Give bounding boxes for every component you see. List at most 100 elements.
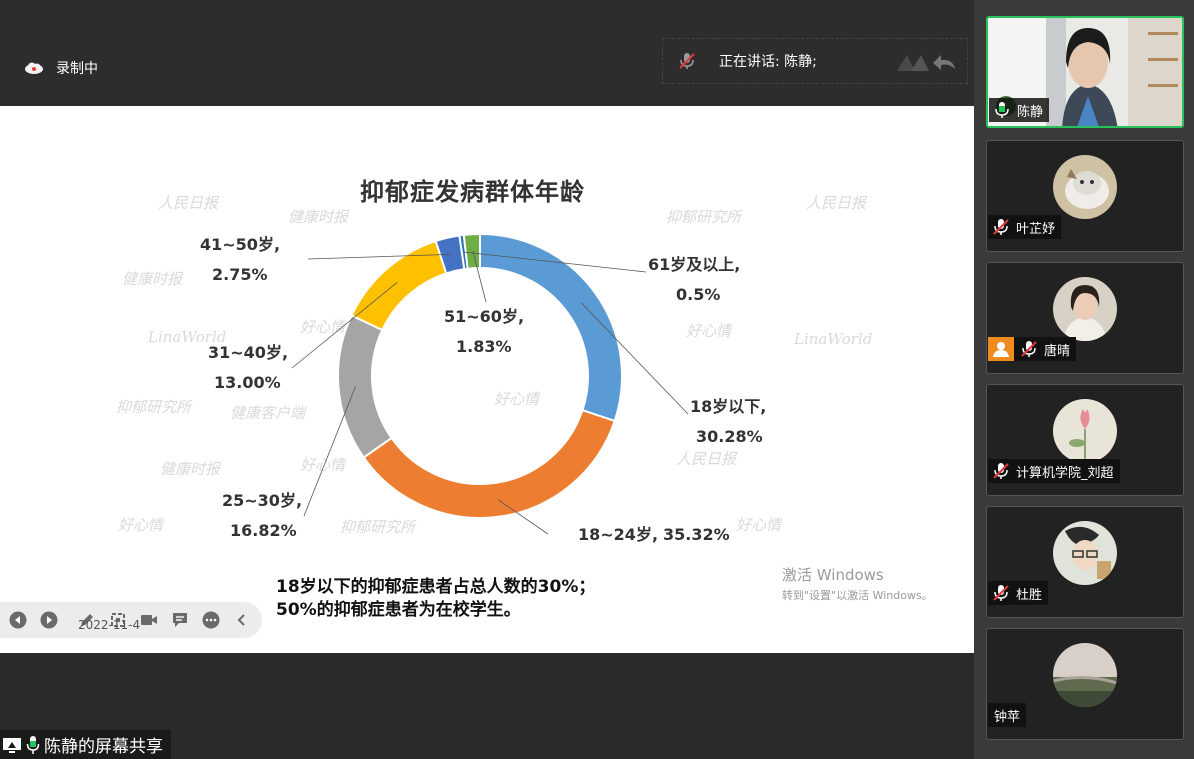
activate-title: 激活 Windows [782,566,884,584]
data-label-name: 61岁及以上, [648,255,741,274]
share-label-text: 陈静的屏幕共享 [44,737,163,757]
mic-muted-icon [1021,341,1037,357]
participant-name-tag: 钟苹 [988,703,1027,727]
watermark: 抑郁研究所 [340,518,416,536]
watermark: 好心情 [686,322,732,340]
label-61-plus: 61岁及以上, 0.5% [648,250,740,310]
donut-slice [362,408,616,519]
data-label-value: 1.83% [456,337,512,356]
watermark: 抑郁研究所 [666,208,742,226]
avatar [1053,643,1117,707]
watermark: 好心情 [736,516,782,534]
data-label-value: 16.82% [230,521,297,540]
participant-name-tag: 计算机学院_刘超 [988,459,1120,483]
donut-slices [337,232,623,519]
avatar [1053,521,1117,585]
participant-name: 陈静 [1017,104,1044,120]
donut-slice [350,239,448,332]
mic-active-icon [26,735,40,754]
app-logo-icon [897,55,955,71]
slide-note: 18岁以下的抑郁症患者占总人数的30%； 50%的抑郁症患者为在校学生。 [276,576,595,622]
mic-active-icon [995,102,1009,118]
avatar [1053,399,1117,463]
windows-activation-notice: 激活 Windows 转到"设置"以激活 Windows。 [782,564,933,603]
prev-icon[interactable] [9,611,27,629]
activate-subtitle: 转到"设置"以激活 Windows。 [782,589,933,602]
participant-tile[interactable]: 叶芷妤 [986,140,1184,252]
user-icon [988,337,1014,361]
data-label-value: 35.32% [663,525,730,544]
data-label-value: 2.75% [212,265,268,284]
next-icon[interactable] [40,611,58,629]
mic-muted-icon [993,585,1009,601]
watermark: 健康时报 [122,270,183,288]
avatar [1053,277,1117,341]
label-under-18: 18岁以下, 30.28% [690,392,766,452]
watermark: 好心情 [494,390,540,408]
leader-line [291,282,398,369]
leader-lines [291,251,689,535]
camera-icon[interactable] [140,611,158,629]
participant-name-tag: 陈静 [989,98,1050,122]
shared-slide: 人民日报 健康时报 抑郁研究所 人民日报 健康时报 好心情 好心情 LinaWo… [0,106,974,653]
speaking-label: 正在讲话: 陈静; [719,54,817,70]
participant-name-tag: 杜胜 [988,581,1049,605]
pen-icon[interactable] [78,611,96,629]
participant-name: 钟苹 [994,709,1021,725]
data-label-value: 30.28% [696,427,763,446]
more-icon[interactable] [202,611,220,629]
data-label-name: 51~60岁, [444,307,525,326]
screen-share-label: 陈静的屏幕共享 [0,730,171,759]
active-speaker-bar: 正在讲话: 陈静; [662,38,968,84]
participant-tile[interactable]: 钟苹 [986,628,1184,740]
participant-name: 计算机学院_刘超 [1016,465,1114,481]
leader-line [497,499,549,535]
data-label-value: 13.00% [214,373,281,392]
slide-date: 2022-11-4 [78,618,141,632]
watermark: LinaWorld [794,330,873,348]
recording-label: 录制中 [56,61,98,77]
participant-name-tag: 叶芷妤 [988,215,1062,239]
watermark: 人民日报 [676,450,737,468]
donut-slice [337,314,393,459]
screenshot-icon[interactable] [109,611,127,629]
screen-share-icon [3,737,21,753]
participant-tile[interactable]: 杜胜 [986,506,1184,618]
recording-indicator[interactable]: 录制中 [24,58,98,78]
watermark: 健康客户端 [230,404,306,422]
mic-muted-icon[interactable] [677,51,697,71]
chart-title: 抑郁症发病群体年龄 [360,178,585,206]
participant-name: 叶芷妤 [1016,221,1056,237]
participant-name: 唐晴 [1044,343,1071,359]
label-41-50: 41~50岁, 2.75% [200,230,280,290]
label-18-24: 18~24岁, 35.32% [578,520,730,550]
cloud-icon [25,62,43,74]
watermark: 健康时报 [288,208,349,226]
donut-slice [462,232,481,270]
top-bar: 录制中 正在讲话: 陈静; [0,0,974,106]
watermark: 好心情 [300,318,346,336]
watermark: 健康时报 [160,460,221,478]
watermark: 人民日报 [158,194,219,212]
participant-name: 杜胜 [1016,587,1043,603]
data-label-name: 25~30岁, [222,491,303,510]
participant-tile[interactable]: 唐晴 [986,262,1184,374]
label-25-30: 25~30岁, 16.82% [222,486,302,546]
comment-icon[interactable] [171,611,189,629]
participant-tile[interactable]: 陈静 [986,16,1184,128]
watermark: 好心情 [300,456,346,474]
participant-panel: 陈静 叶芷妤 [974,0,1194,759]
mic-muted-icon [993,219,1009,235]
collapse-icon[interactable] [233,611,251,629]
data-label-value: 0.5% [676,285,721,304]
slide-note-line2: 50%的抑郁症患者为在校学生。 [276,600,521,620]
participant-tile[interactable]: 计算机学院_刘超 [986,384,1184,496]
slide-note-line1: 18岁以下的抑郁症患者占总人数的30%； [276,577,596,597]
label-51-60: 51~60岁, 1.83% [444,302,524,362]
label-31-40: 31~40岁, 13.00% [208,338,288,398]
avatar [1053,155,1117,219]
data-label-name: 31~40岁, [208,343,289,362]
participant-name-tag: 唐晴 [988,337,1077,361]
watermark: LinaWorld [148,328,227,346]
